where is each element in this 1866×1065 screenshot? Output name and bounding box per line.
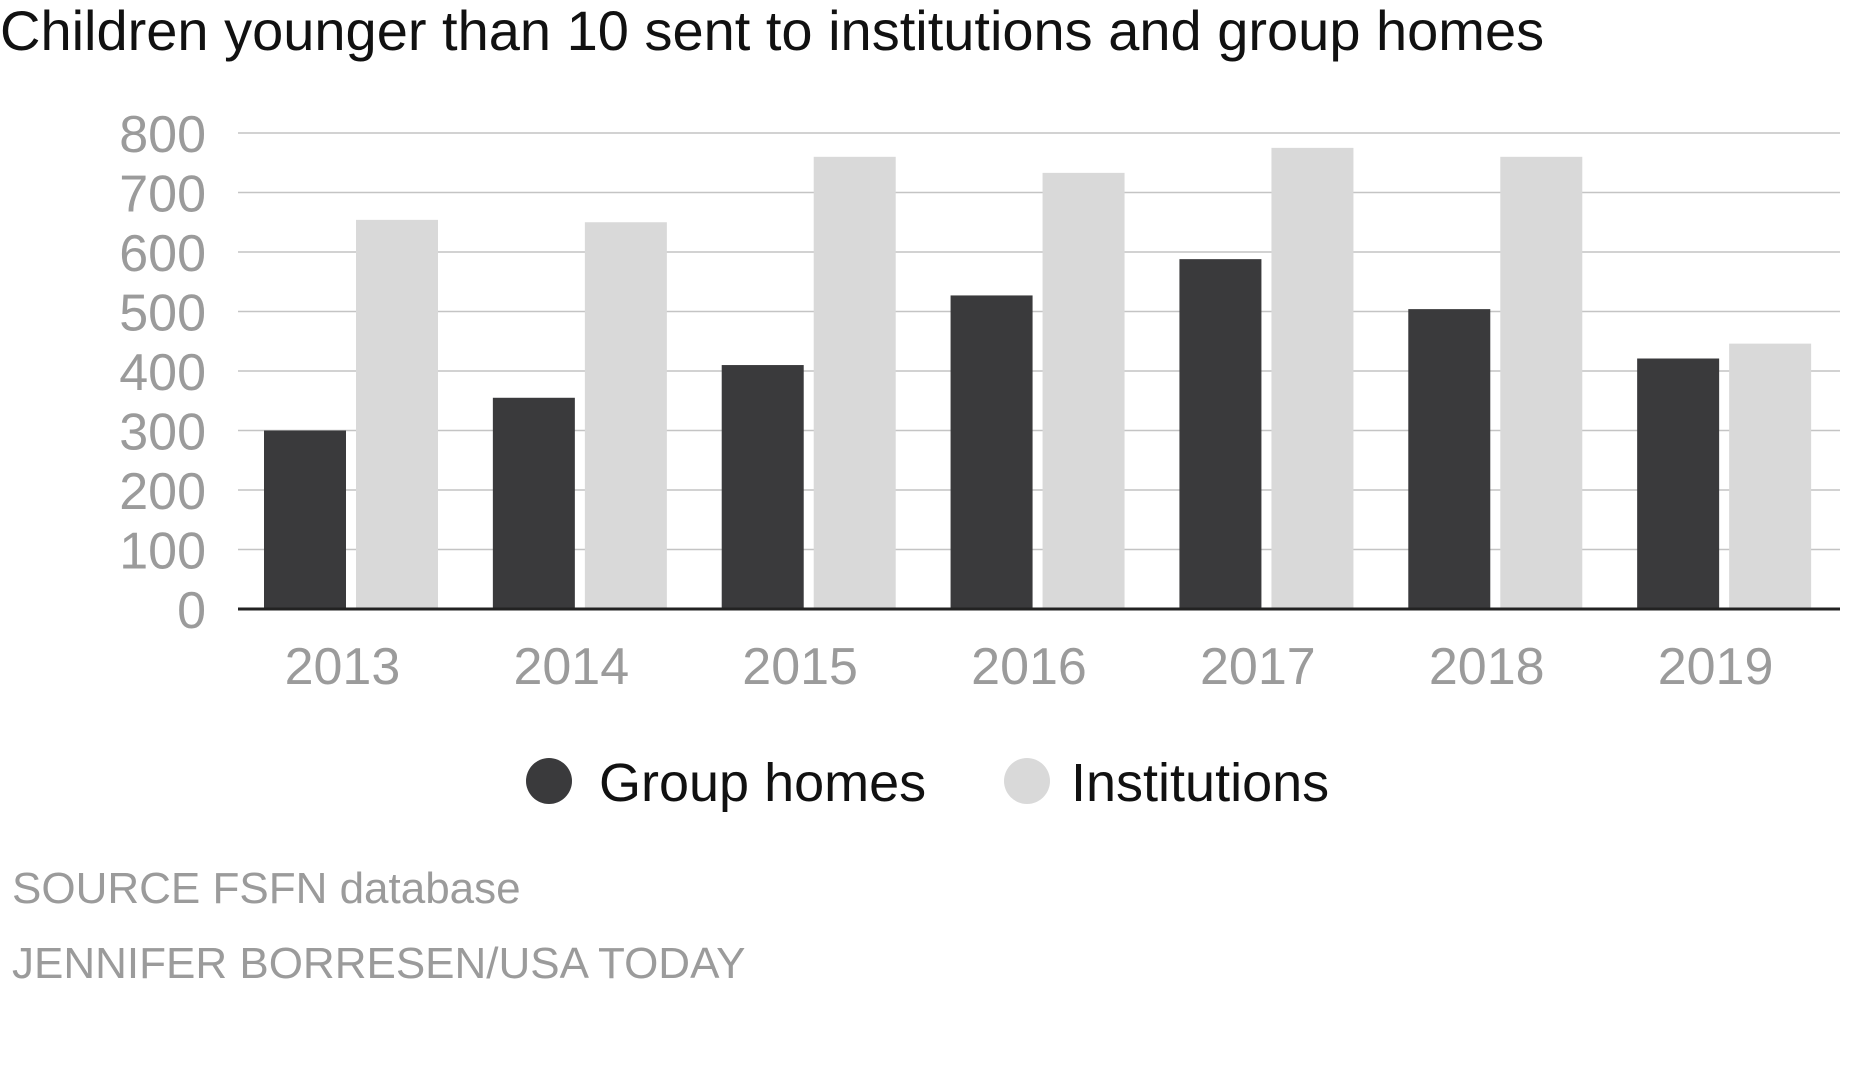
source-note: SOURCE FSFN database [12,864,521,913]
legend-label-group-homes: Group homes [599,753,926,813]
gridlines [238,132,1840,551]
bar-institutions-2019 [1729,343,1812,609]
y-tick-label: 400 [119,344,206,402]
y-tick-label: 800 [119,106,206,164]
x-tick-label: 2013 [285,638,401,696]
x-tick-label: 2016 [971,638,1087,696]
y-tick-label: 300 [119,404,206,462]
credit-line: JENNIFER BORRESEN/USA TODAY [12,939,746,988]
y-tick-label: 700 [119,166,206,224]
chart-title: Children younger than 10 sent to institu… [0,0,1544,62]
bar-institutions-2016 [1042,172,1125,610]
bar-group-homes-2014 [492,397,575,609]
bar-group-homes-2016 [950,295,1033,609]
y-tick-label: 0 [177,582,206,640]
y-tick-label: 500 [119,285,206,343]
bar-institutions-2017 [1271,147,1354,609]
bar-institutions-2018 [1500,156,1583,610]
y-tick-label: 100 [119,523,206,581]
x-tick-label: 2018 [1429,638,1545,696]
legend-label-institutions: Institutions [1071,753,1329,813]
x-tick-label: 2017 [1200,638,1316,696]
bar-institutions-2015 [813,156,896,610]
bar-group-homes-2019 [1637,358,1720,609]
y-tick-label: 600 [119,225,206,283]
x-tick-label: 2015 [742,638,858,696]
legend-swatch-institutions [1004,758,1050,804]
bar-group-homes-2018 [1408,309,1491,609]
y-tick-label: 200 [119,463,206,521]
bar-group-homes-2015 [721,365,804,609]
bar-institutions-2014 [584,222,667,609]
bars [264,147,1812,610]
bar-group-homes-2017 [1179,259,1262,609]
bar-group-homes-2013 [264,430,346,609]
legend-swatch-group-homes [526,758,572,804]
legend: Group homes Institutions [526,753,1329,813]
x-tick-label: 2019 [1658,638,1774,696]
x-tick-label: 2014 [513,638,629,696]
x-axis-tick-labels: 2013 2014 2015 2016 2017 2018 2019 [285,638,1774,696]
bar-institutions-2013 [356,219,438,609]
